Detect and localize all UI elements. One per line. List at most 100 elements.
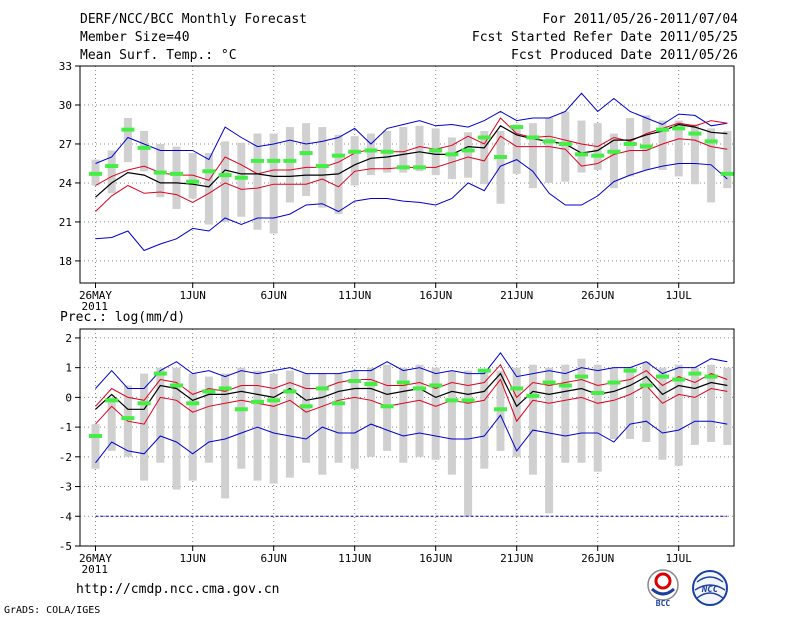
temp-ensemble-bar [496, 130, 505, 204]
temp-ensemble-bar [658, 120, 667, 170]
temp-observed-marker [380, 149, 394, 154]
precip-observed-marker [170, 383, 183, 388]
precip-panel-title: Prec.: log(mm/d) [60, 310, 186, 325]
precip-y-tick-label: -5 [59, 540, 72, 553]
temp-observed-marker [348, 149, 362, 154]
temp-observed-marker [202, 169, 216, 174]
precip-ensemble-bar [593, 364, 602, 472]
precip-observed-marker [137, 401, 151, 406]
temp-ensemble-bar [674, 120, 683, 177]
member-size-label: Member Size=40 [80, 30, 190, 45]
precip-x-tick-label: 21JUN [500, 552, 533, 565]
temp-mean-plus-line [95, 117, 728, 186]
temp-x-tick-label: 26JUN [581, 289, 614, 302]
precip-observed-marker [477, 368, 491, 373]
temp-ensemble-bar [415, 125, 424, 172]
precip-ensemble-bar [528, 364, 537, 475]
temp-observed-marker [283, 158, 297, 163]
precip-x-tick-label: 1JUL [665, 552, 692, 565]
precip-observed-marker [558, 383, 572, 388]
temp-max-line [95, 92, 728, 164]
precip-observed-marker [510, 386, 524, 391]
temp-observed-marker [89, 171, 102, 176]
precip-ensemble-bar [561, 364, 570, 463]
ncc-logo-text: NCC [701, 585, 719, 595]
precip-observed-marker [283, 389, 297, 394]
precip-y-tick-label: 1 [65, 362, 72, 375]
temp-ensemble-bar [253, 133, 262, 230]
precip-ensemble-bar [642, 361, 651, 442]
temp-ens-mean-line [95, 123, 728, 198]
temp-x-tick-label: 1JUL [665, 289, 692, 302]
precip-ens-mean-line [95, 372, 728, 410]
temp-ensemble-bar [188, 153, 197, 199]
precip-ensemble-bar [91, 424, 100, 469]
temp-ensemble-bar [204, 153, 213, 225]
temp-observed-marker [267, 158, 281, 163]
precip-observed-marker [494, 407, 507, 412]
precip-observed-marker [623, 368, 637, 373]
temp-ensemble-bar [545, 117, 554, 183]
precip-ensemble-bar [188, 373, 197, 481]
precip-ensemble-bar [577, 358, 586, 463]
temp-ensemble-bar [609, 133, 618, 189]
precip-x-tick-label: 11JUN [338, 552, 371, 565]
temp-observed-marker [396, 165, 410, 170]
precip-y-tick-label: -1 [59, 421, 72, 434]
precip-ensemble-bar [107, 397, 116, 451]
precip-ensemble-bar [140, 373, 149, 481]
precip-ensemble-bar [399, 367, 408, 463]
precip-x-tick-label: 6JUN [260, 552, 287, 565]
temp-observed-marker [429, 148, 443, 153]
chart-title: DERF/NCC/BCC Monthly Forecast [80, 12, 307, 27]
precip-observed-marker [348, 379, 362, 384]
temp-x-tick-label: 1JUN [179, 289, 206, 302]
precip-observed-marker [591, 390, 605, 395]
precip-ensemble-bar [253, 370, 262, 481]
temp-observed-marker [234, 175, 248, 180]
grads-credit: GrADS: COLA/IGES [4, 605, 101, 616]
temp-ensemble-bar [480, 130, 489, 185]
temp-observed-marker [121, 127, 135, 132]
precip-ensemble-bar [415, 364, 424, 457]
temp-min-line [95, 159, 728, 252]
precip-x-tick-label: 16JUN [419, 552, 452, 565]
temp-observed-marker [153, 170, 167, 175]
precip-observed-marker [429, 383, 443, 388]
precip-min-line [95, 414, 728, 464]
temp-ensemble-bar [399, 127, 408, 173]
precip-ensemble-bar [334, 373, 343, 463]
temp-observed-marker [364, 148, 378, 153]
temp-observed-marker [526, 135, 540, 140]
temp-observed-marker [461, 148, 475, 153]
precip-ensemble-bar [221, 373, 230, 499]
temp-ensemble-bar [626, 117, 635, 177]
precip-observed-marker [267, 398, 281, 403]
temp-observed-marker [575, 152, 588, 157]
precip-observed-marker [396, 380, 410, 385]
precip-ensemble-bar [690, 367, 699, 445]
temp-x-tick-label: 6JUN [260, 289, 287, 302]
temp-ensemble-bar [172, 146, 181, 209]
temp-observed-marker [510, 125, 524, 130]
temp-observed-marker [494, 154, 507, 159]
temp-observed-marker [299, 151, 313, 156]
precip-ensemble-bar [464, 370, 473, 517]
precip-ensemble-bar [545, 367, 554, 514]
precip-observed-marker [105, 398, 119, 403]
temp-observed-marker [251, 158, 264, 163]
temp-ensemble-bar [366, 133, 375, 176]
temp-observed-marker [137, 145, 151, 150]
precip-ensemble-bar [156, 367, 165, 463]
precip-observed-marker [121, 416, 135, 421]
temp-observed-marker [639, 144, 653, 149]
temp-observed-marker [656, 127, 669, 132]
temp-y-tick-label: 21 [59, 216, 72, 229]
precip-mean-plus-line [95, 363, 728, 407]
temp-ensemble-bar [302, 123, 311, 196]
temp-x-tick-label: 16JUN [419, 289, 452, 302]
temp-y-tick-label: 27 [59, 138, 72, 151]
precip-ensemble-bar [285, 370, 294, 478]
precip-y-tick-label: 0 [65, 391, 72, 404]
